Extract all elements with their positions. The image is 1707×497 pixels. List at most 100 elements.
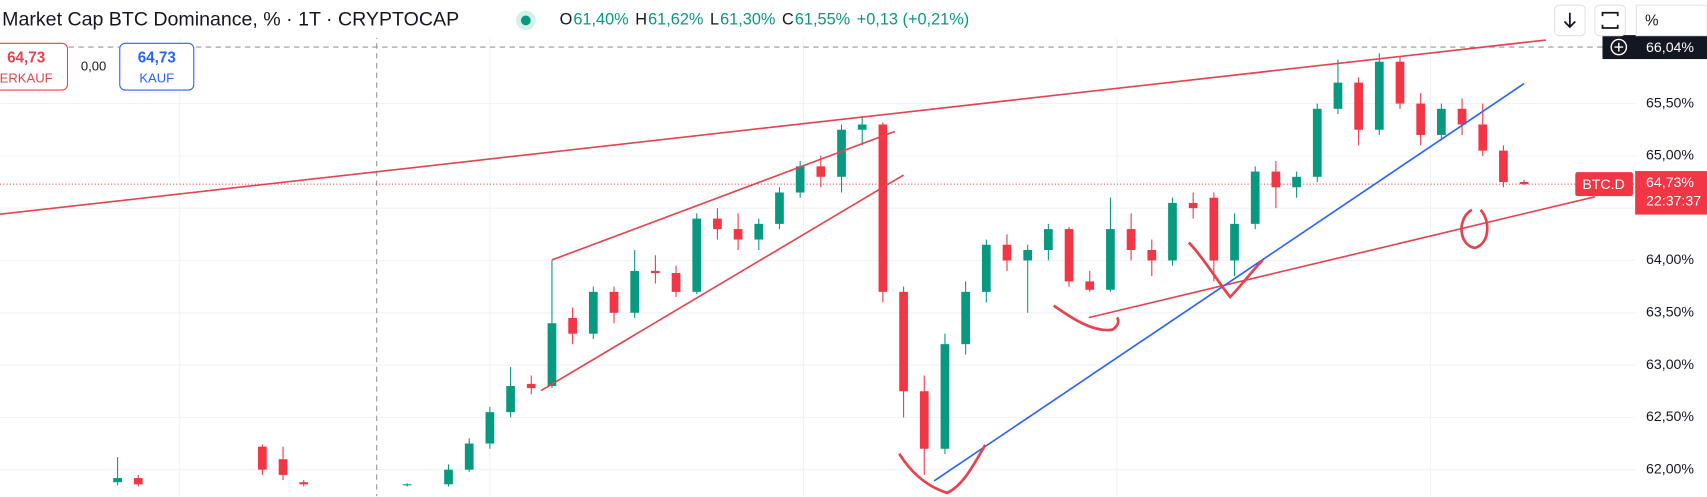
candle-body (1416, 103, 1426, 135)
candle-body (1126, 229, 1136, 251)
candle-body (1044, 229, 1053, 251)
candle-body (899, 291, 908, 392)
candle-body (671, 273, 681, 292)
last-price-bg (1635, 171, 1707, 215)
candle-body (1023, 250, 1033, 261)
ohlc-key: C (782, 11, 794, 29)
candle-body (1147, 250, 1157, 261)
candle-body (464, 443, 474, 470)
last-price-label: 64,73% (1646, 174, 1694, 190)
header-bg (0, 0, 1546, 38)
candle-body (1437, 108, 1446, 135)
trendline (551, 130, 896, 261)
candle-body (940, 344, 950, 449)
candle-body (506, 385, 515, 413)
candle-body (754, 223, 764, 240)
scale-button[interactable] (1635, 4, 1707, 37)
candle-body (713, 218, 722, 230)
crosshair-bg (1602, 35, 1707, 60)
candle-body (485, 412, 495, 444)
candle-body (1250, 171, 1260, 224)
trendline (1088, 195, 1596, 319)
candle-body (919, 391, 929, 449)
grid (0, 103, 1636, 471)
candle-body (1168, 202, 1177, 261)
candle-body (1271, 171, 1281, 188)
vertical-grid (179, 33, 1432, 497)
crosshair-label: 66,04% (1646, 39, 1694, 55)
candle-body (1085, 281, 1095, 290)
freehand (1460, 208, 1489, 250)
ohlc: O 61,40% H 61,62% L 61,30% C 61,55% +0,13 (+0,21… (560, 11, 970, 29)
fullscreen-icon (1601, 11, 1619, 29)
y-tick-label: 63,50% (1646, 304, 1694, 320)
candle-body (857, 124, 867, 130)
candle-body (1230, 223, 1239, 261)
candle-body (278, 459, 288, 475)
candle-body (1292, 176, 1301, 188)
change: +0,13 (+0,21%) (857, 11, 969, 29)
candle-body (692, 218, 702, 292)
ohlc-key: H (635, 11, 647, 29)
candle-body (775, 192, 784, 224)
buy-button[interactable] (119, 42, 195, 91)
candle-body (568, 318, 577, 334)
buy-price: 64,73 (138, 50, 176, 67)
candle-body (1188, 202, 1198, 209)
ohlc-value: 61,55% (795, 11, 850, 29)
ohlc-value: 61,62% (648, 11, 703, 29)
symbol-tag-bg (1575, 172, 1633, 197)
candle-body (1395, 61, 1405, 104)
candle-body (299, 482, 309, 485)
candle-body (1499, 150, 1508, 183)
spread: 0,00 (81, 59, 106, 74)
candle-body (816, 166, 826, 177)
y-tick-label: 62,00% (1646, 460, 1694, 476)
add-icon (1610, 38, 1628, 56)
candle-body (609, 291, 619, 313)
candle-body (1209, 197, 1219, 261)
sell-label: ERKAUF (0, 71, 53, 86)
candle-body (837, 129, 846, 177)
candle-body (1354, 82, 1363, 130)
sell-button[interactable] (0, 42, 69, 91)
candle-body (444, 469, 453, 485)
status-dot (520, 15, 531, 26)
countdown: 22:37:37 (1646, 192, 1701, 208)
sell-price: 64,73 (7, 50, 45, 67)
candle-body (133, 478, 143, 485)
trendline (540, 174, 904, 392)
candles (113, 53, 1529, 487)
overlay-lines (0, 46, 1636, 185)
fullscreen-button[interactable] (1594, 4, 1626, 37)
candle-body (1312, 108, 1322, 177)
trendline (933, 82, 1525, 482)
scale-mode: % (1645, 13, 1659, 30)
freehand (1053, 304, 1120, 332)
candle-body (651, 270, 660, 274)
download-icon (1563, 12, 1576, 29)
candle-body (113, 478, 122, 483)
candle-body (878, 124, 888, 292)
y-tick-label: 65,50% (1646, 94, 1694, 110)
candle-body (588, 291, 598, 334)
candle-body (733, 229, 743, 240)
candle-body (1064, 229, 1074, 282)
candle-body (402, 484, 412, 486)
candle-body (1002, 244, 1012, 261)
buy-label: KAUF (139, 71, 174, 86)
candle-body (1519, 182, 1529, 185)
ohlc-value: 61,30% (720, 11, 775, 29)
ohlc-key: L (710, 11, 719, 29)
freehand (898, 444, 987, 495)
symbol-tag: BTC.D (1582, 176, 1624, 192)
y-tick-label: 65,00% (1646, 147, 1694, 163)
candle-body (630, 270, 640, 313)
axis-labels: 62,00%62,50%63,00%63,50%64,00%64,50%65,0… (1575, 35, 1707, 476)
chart-title: Market Cap BTC Dominance, % · 1T · CRYPT… (2, 9, 459, 31)
add-icon-plus (1614, 42, 1624, 52)
candle-body (1374, 61, 1384, 130)
drawings (0, 39, 1596, 495)
